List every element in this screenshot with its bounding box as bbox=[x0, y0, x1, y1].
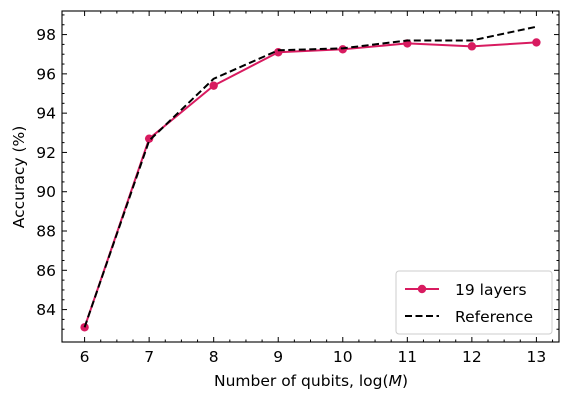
x-axis-label-variable: M bbox=[389, 372, 402, 390]
legend-box bbox=[395, 270, 553, 335]
x-tick-label: 10 bbox=[333, 348, 353, 366]
x-tick-label: 9 bbox=[273, 348, 283, 366]
y-tick-label: 88 bbox=[36, 223, 56, 241]
x-axis-label-close: ) bbox=[402, 372, 408, 390]
legend-entry-19-layers: 19 layers bbox=[405, 281, 527, 299]
x-tick-label: 11 bbox=[397, 348, 417, 366]
y-axis: 84 86 88 90 92 94 96 98 bbox=[36, 14, 559, 330]
x-axis-label: Number of qubits, log(M) bbox=[214, 372, 408, 390]
legend-marker-19-layers bbox=[417, 284, 427, 294]
y-tick-label: 90 bbox=[36, 183, 56, 201]
x-tick-label: 8 bbox=[209, 348, 219, 366]
y-tick-label: 96 bbox=[36, 65, 56, 83]
y-tick-label: 98 bbox=[36, 26, 56, 44]
x-axis: 6 7 8 9 10 11 12 13 bbox=[80, 11, 554, 366]
data-point-19-layers bbox=[467, 42, 477, 51]
x-tick-label: 7 bbox=[144, 348, 154, 366]
y-tick-label: 86 bbox=[36, 262, 56, 280]
data-point-19-layers bbox=[532, 38, 541, 47]
legend-label-19-layers: 19 layers bbox=[455, 281, 527, 299]
legend-entry-reference: Reference bbox=[405, 308, 533, 326]
y-axis-label: Accuracy (%) bbox=[10, 126, 28, 229]
y-tick-label: 94 bbox=[36, 105, 56, 123]
legend-label-reference: Reference bbox=[455, 308, 533, 326]
x-tick-label: 13 bbox=[527, 348, 547, 366]
y-tick-label: 92 bbox=[36, 144, 56, 162]
x-tick-label: 12 bbox=[462, 348, 482, 366]
series-line-reference bbox=[83, 25, 537, 328]
x-tick-label: 6 bbox=[80, 348, 90, 366]
y-tick-label: 84 bbox=[36, 301, 56, 319]
x-axis-label-text: Number of qubits, log( bbox=[214, 372, 389, 390]
data-point-19-layers bbox=[209, 81, 218, 90]
series-layer bbox=[80, 25, 541, 332]
data-point-19-layers bbox=[144, 134, 154, 143]
legend: 19 layers Reference bbox=[395, 270, 553, 335]
